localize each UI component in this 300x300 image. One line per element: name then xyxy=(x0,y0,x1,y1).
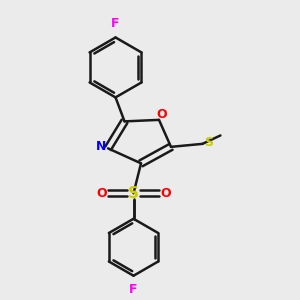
Text: O: O xyxy=(96,187,107,200)
Text: O: O xyxy=(160,187,171,200)
Text: F: F xyxy=(129,283,138,296)
Text: O: O xyxy=(157,108,167,121)
Text: S: S xyxy=(128,186,139,201)
Text: S: S xyxy=(204,136,213,149)
Text: N: N xyxy=(96,140,106,153)
Text: F: F xyxy=(111,17,120,30)
